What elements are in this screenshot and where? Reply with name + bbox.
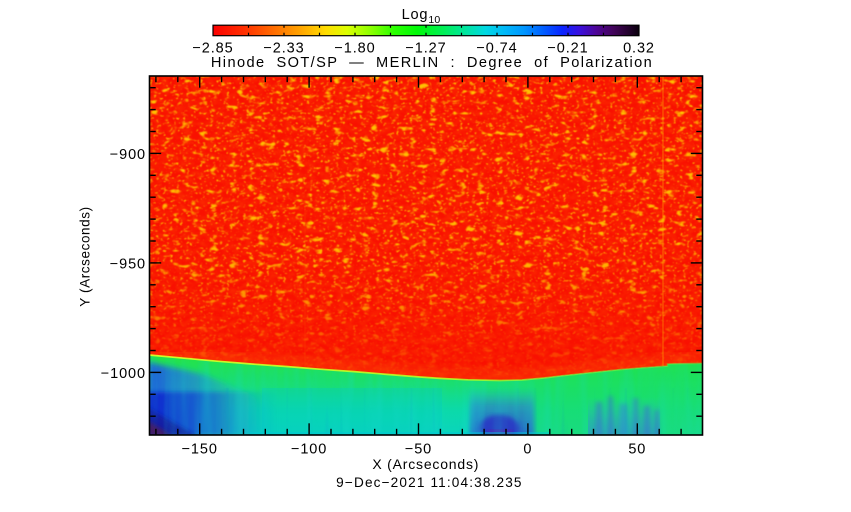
svg-text:−150: −150 bbox=[182, 442, 218, 458]
svg-text:X (Arcseconds): X (Arcseconds) bbox=[372, 456, 479, 472]
svg-text:−2.33: −2.33 bbox=[263, 41, 304, 57]
svg-text:−1.27: −1.27 bbox=[405, 41, 446, 57]
svg-text:−1.80: −1.80 bbox=[334, 41, 375, 57]
svg-text:0.32: 0.32 bbox=[623, 41, 655, 57]
svg-text:−900: −900 bbox=[110, 147, 146, 163]
svg-text:−0.21: −0.21 bbox=[547, 41, 588, 57]
svg-text:Y (Arcseconds): Y (Arcseconds) bbox=[78, 206, 93, 306]
svg-text:Hinode SOT/SP — MERLIN : Degre: Hinode SOT/SP — MERLIN : Degree of Polar… bbox=[211, 55, 653, 71]
svg-text:−100: −100 bbox=[291, 442, 327, 458]
svg-text:0: 0 bbox=[523, 442, 532, 458]
svg-text:−950: −950 bbox=[110, 257, 146, 273]
svg-text:−50: −50 bbox=[405, 442, 432, 458]
svg-text:50: 50 bbox=[628, 442, 646, 458]
svg-text:−1000: −1000 bbox=[101, 366, 146, 382]
svg-text:−0.74: −0.74 bbox=[476, 41, 517, 57]
svg-text:9−Dec−2021 11:04:38.235: 9−Dec−2021 11:04:38.235 bbox=[336, 475, 522, 490]
svg-text:−2.85: −2.85 bbox=[192, 41, 233, 57]
